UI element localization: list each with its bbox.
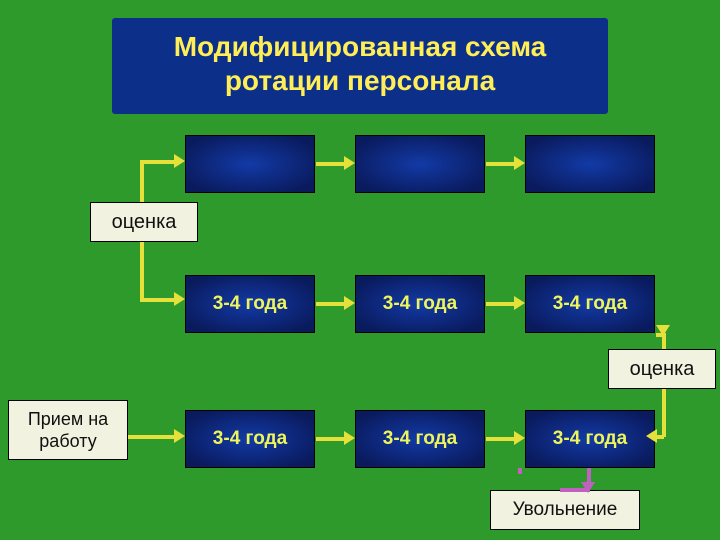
connector [140, 160, 174, 164]
diagram-stage: Модифицированная схема ротации персонала… [0, 0, 720, 540]
arrow-head [514, 296, 525, 310]
arrow-head [344, 431, 355, 445]
title: Модифицированная схема ротации персонала [112, 18, 608, 114]
arrow-head [581, 482, 595, 493]
arrow-head [174, 154, 185, 168]
label-priem: Прием на работу [8, 400, 128, 460]
arrow-head [344, 156, 355, 170]
connector [656, 435, 664, 439]
stage-box: 3-4 года [525, 275, 655, 333]
stage-box: 3-4 года [355, 275, 485, 333]
connector [128, 435, 174, 439]
arrow-head [514, 431, 525, 445]
arrow-head [344, 296, 355, 310]
connector [518, 468, 522, 474]
arrow-head [656, 325, 670, 336]
stage-box [185, 135, 315, 193]
connector [316, 437, 344, 441]
stage-box: 3-4 года [185, 410, 315, 468]
stage-box [355, 135, 485, 193]
connector [486, 437, 514, 441]
connector [140, 242, 144, 300]
connector [140, 160, 144, 202]
arrow-head [174, 292, 185, 306]
arrow-head [514, 156, 525, 170]
label-ocenka_top: оценка [90, 202, 198, 242]
stage-box: 3-4 года [525, 410, 655, 468]
connector [486, 162, 514, 166]
connector [316, 162, 344, 166]
connector [140, 298, 174, 302]
arrow-head [646, 429, 657, 443]
label-fire: Увольнение [490, 490, 640, 530]
connector [486, 302, 514, 306]
connector [316, 302, 344, 306]
label-ocenka_right: оценка [608, 349, 716, 389]
arrow-head [174, 429, 185, 443]
stage-box: 3-4 года [355, 410, 485, 468]
stage-box [525, 135, 655, 193]
stage-box: 3-4 года [185, 275, 315, 333]
connector [662, 389, 666, 437]
